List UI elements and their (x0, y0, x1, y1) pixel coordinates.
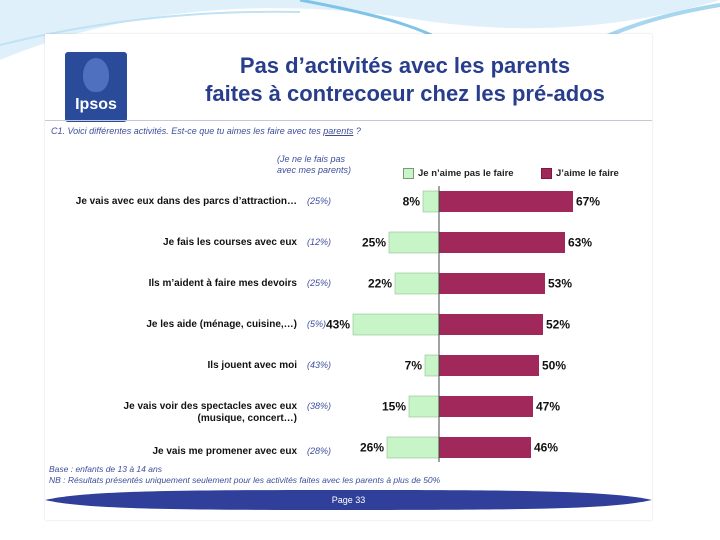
legend-label-dislike: Je n’aime pas le faire (418, 168, 514, 179)
title-divider (45, 120, 652, 121)
bar-like (439, 232, 565, 253)
legend-label-like: J’aime le faire (556, 168, 619, 179)
row-label: Je les aide (ménage, cuisine,…) (146, 319, 297, 330)
data-label-dislike: 7% (405, 359, 423, 373)
note-header-line-2: avec mes parents) (277, 165, 352, 175)
data-label-like: 46% (534, 441, 558, 455)
page-number: Page 33 (331, 495, 366, 505)
question-text: C1. Voici différentes activités. Est-ce … (51, 126, 361, 136)
bar-dislike (352, 313, 440, 336)
bar-dislike (422, 190, 440, 213)
bar-dislike (394, 272, 440, 295)
data-label-like: 52% (546, 318, 570, 332)
slide: Ipsos Pas d’activités avec les parents f… (45, 34, 652, 520)
question-suffix: ? (353, 126, 361, 136)
ipsos-logo: Ipsos (65, 52, 127, 122)
logo-face-icon (83, 58, 109, 92)
footer-bar (45, 490, 652, 510)
row-note: (43%) (307, 360, 332, 370)
legend-swatch-like (541, 168, 552, 179)
title-line-1: Pas d’activités avec les parents (239, 53, 571, 78)
title-line-2: faites à contrecoeur chez les pré-ados (205, 81, 605, 106)
bar-like (439, 191, 573, 212)
row-label: Je fais les courses avec eux (163, 237, 297, 248)
data-label-like: 67% (576, 195, 600, 209)
data-label-dislike: 8% (403, 195, 421, 209)
data-label-dislike: 15% (382, 400, 406, 414)
bar-like (439, 396, 533, 417)
data-label-like: 47% (536, 400, 560, 414)
bar-like (439, 355, 539, 376)
row-note: (25%) (307, 196, 332, 206)
bar-dislike (388, 231, 440, 254)
question-underlined: parents (323, 126, 354, 136)
base-text: Base : enfants de 13 à 14 ans (49, 464, 162, 474)
bar-like (439, 437, 531, 458)
bar-dislike (408, 395, 440, 418)
note-header-line-1: (Je ne le fais pas (277, 154, 346, 164)
data-label-like: 63% (568, 236, 592, 250)
row-label-line-2: (musique, concert…) (197, 413, 297, 424)
row-label: Ils jouent avec moi (207, 360, 297, 371)
bar-like (439, 314, 543, 335)
data-label-dislike: 26% (360, 441, 384, 455)
legend-like: J’aime le faire (541, 168, 619, 179)
row-note: (28%) (307, 446, 332, 456)
page-title: Pas d’activités avec les parents faites … (170, 52, 640, 108)
data-label-dislike: 22% (368, 277, 392, 291)
base-note: Base : enfants de 13 à 14 ans NB : Résul… (49, 464, 440, 486)
question-prefix: C1. Voici différentes activités. Est-ce … (51, 126, 324, 136)
row-note: (25%) (307, 278, 332, 288)
row-label: Je vais me promener avec eux (152, 446, 297, 457)
bar-dislike (386, 436, 440, 459)
row-note: (5%) (307, 319, 327, 329)
row-label: Ils m’aident à faire mes devoirs (148, 278, 297, 289)
legend-dislike: Je n’aime pas le faire (403, 168, 514, 179)
diverging-bar-chart: 8% 67% 25% 63% 22% 53% 43% 52% 7% 50% 15% 47% 26% 46% (326, 186, 600, 462)
logo-text: Ipsos (75, 96, 117, 113)
data-label-dislike: 43% (326, 318, 350, 332)
data-label-like: 53% (548, 277, 572, 291)
legend-swatch-dislike (403, 168, 414, 179)
note-column-header: (Je ne le fais pas avec mes parents) (277, 154, 367, 176)
row-label-line-1: Je vais voir des spectacles avec eux (123, 401, 297, 412)
row-note: (12%) (307, 237, 332, 247)
row-note: (38%) (307, 401, 332, 411)
data-label-like: 50% (542, 359, 566, 373)
row-label: Je vais voir des spectacles avec eux (mu… (45, 401, 297, 425)
row-label: Je vais avec eux dans des parcs d’attrac… (75, 196, 297, 207)
bar-like (439, 273, 545, 294)
bar-dislike (424, 354, 440, 377)
nb-text: NB : Résultats présentés uniquement seul… (49, 475, 441, 485)
data-label-dislike: 25% (362, 236, 386, 250)
